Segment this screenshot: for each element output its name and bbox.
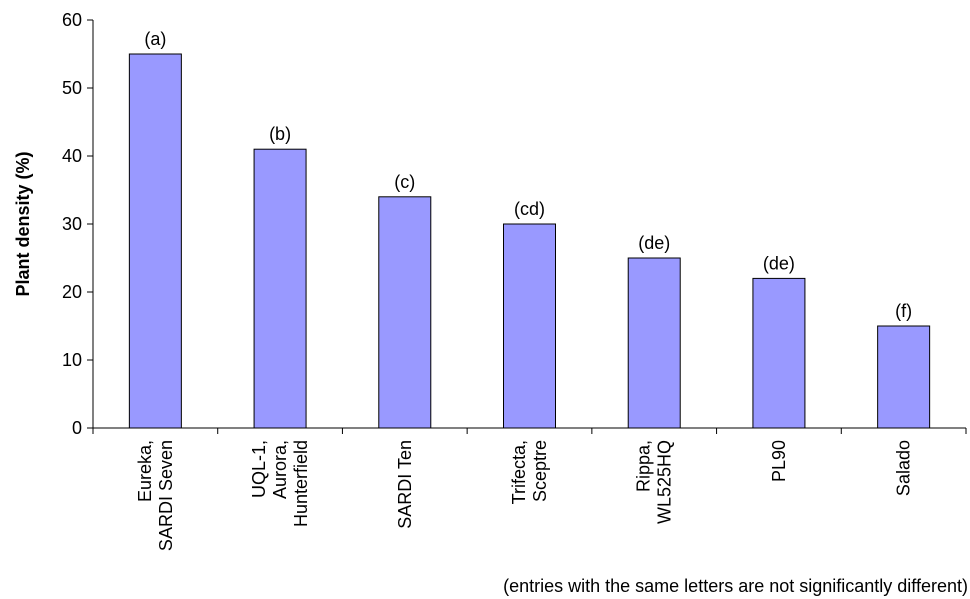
bar — [253, 148, 307, 429]
significance-label: (c) — [394, 172, 415, 192]
category-label: Trifecta, Sceptre — [509, 440, 550, 504]
y-tick-label: 50 — [62, 78, 82, 98]
bar — [752, 277, 806, 429]
category-label-line: SARDI Ten — [395, 440, 415, 529]
bars — [128, 53, 931, 429]
y-axis-label: Plant density (%) — [13, 151, 33, 296]
bar — [877, 325, 931, 429]
x-axis — [92, 427, 967, 434]
category-label: SARDI Ten — [395, 440, 415, 529]
bar — [627, 257, 681, 429]
category-label-line: Salado — [894, 440, 914, 496]
category-label-line: Hunterfield — [291, 440, 311, 527]
category-label: Eureka, SARDI Seven — [135, 440, 176, 551]
category-label-line: WL525HQ — [655, 440, 675, 524]
significance-label: (de) — [638, 233, 670, 253]
category-label-line: UQL-1, — [249, 440, 269, 498]
significance-label: (b) — [269, 124, 291, 144]
y-tick-label: 40 — [62, 146, 82, 166]
significance-labels: (a) (b) (c) (cd) (de) (de) (f) — [144, 29, 912, 321]
category-label: Salado — [894, 440, 914, 496]
category-label: PL90 — [769, 440, 789, 482]
category-label-line: PL90 — [769, 440, 789, 482]
category-label-line: Rippa, — [634, 440, 654, 492]
significance-label: (a) — [144, 29, 166, 49]
y-tick-label: 60 — [62, 10, 82, 30]
significance-label: (de) — [763, 253, 795, 273]
bar — [503, 223, 556, 429]
y-tick-label: 0 — [72, 418, 82, 438]
category-labels: Eureka, SARDI Seven UQL-1, Aurora, Hunterfie… — [135, 440, 914, 551]
category-label-line: Trifecta, — [509, 440, 529, 504]
y-tick-label: 30 — [62, 214, 82, 234]
category-label: UQL-1, Aurora, Hunterfield — [249, 440, 311, 527]
significance-label: (f) — [895, 301, 912, 321]
category-label-line: SARDI Seven — [156, 440, 176, 551]
category-label-line: Sceptre — [530, 440, 550, 502]
y-axis: 0 10 20 30 40 50 60 — [62, 10, 94, 438]
category-label: Rippa, WL525HQ — [634, 440, 675, 524]
category-label-line: Aurora, — [270, 440, 290, 499]
y-tick-label: 20 — [62, 282, 82, 302]
y-tick-label: 10 — [62, 350, 82, 370]
bar — [128, 53, 182, 429]
significance-label: (cd) — [514, 199, 545, 219]
category-label-line: Eureka, — [135, 440, 155, 502]
chart-note: (entries with the same letters are not s… — [503, 576, 968, 596]
bar — [378, 196, 432, 429]
